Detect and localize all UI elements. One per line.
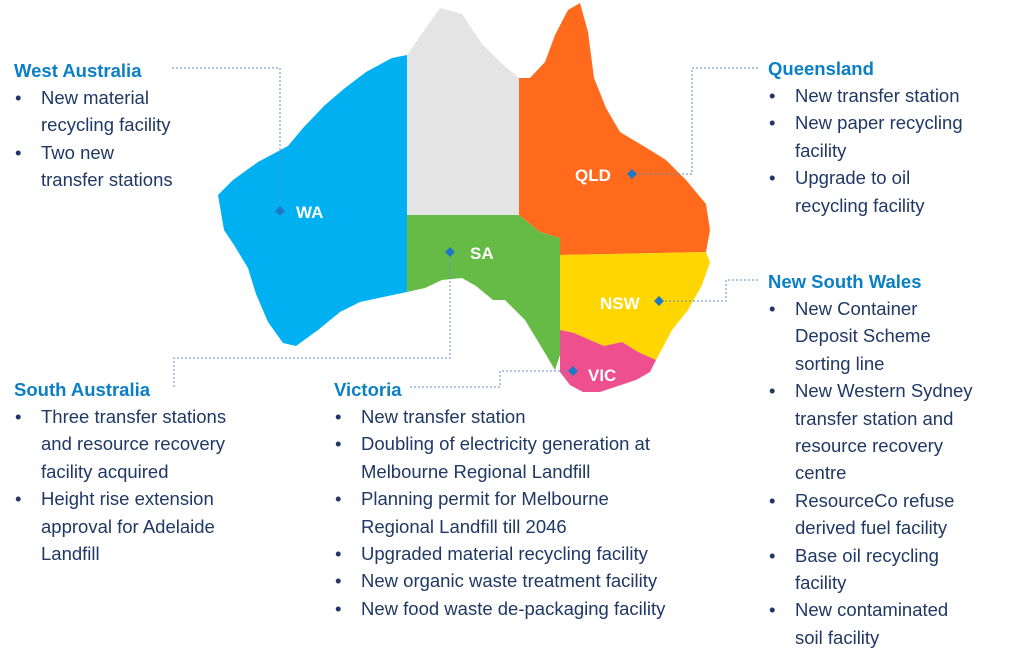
- list-item-line: New transfer station: [361, 406, 526, 427]
- queensland-title: Queensland: [768, 58, 874, 79]
- nsw-leader-line: [659, 279, 758, 302]
- list-item: New transfer station: [334, 403, 665, 431]
- list-item: Three transfer stations and resource reco…: [14, 403, 226, 485]
- list-item: New contaminated soil facility: [768, 596, 973, 651]
- victoria-title: Victoria: [334, 379, 402, 400]
- list-item: Doubling of electricity generation at Mel…: [334, 430, 665, 485]
- list-item-line: Upgraded material recycling facility: [361, 543, 648, 565]
- list-item-line: Two new: [41, 141, 115, 163]
- list-item-line: New food waste de-packaging facility: [361, 597, 666, 619]
- nsw-marker: [654, 296, 664, 306]
- list-item-line: facility: [795, 139, 847, 161]
- sa-state-label: SA: [470, 244, 494, 263]
- qld-leader-line: [632, 67, 758, 175]
- list-item-line: recycling facility: [795, 194, 925, 216]
- qld-state-label: QLD: [575, 166, 611, 185]
- list-item: New Container Deposit Scheme sorting line: [768, 295, 973, 377]
- west-australia-list: New material recycling facility Two new tra…: [14, 84, 173, 194]
- list-item-line: Base oil recycling: [795, 544, 939, 566]
- south-australia-list: Three transfer stations and resource reco…: [14, 403, 226, 567]
- list-item-line: recycling facility: [41, 114, 171, 136]
- qld-marker: [627, 169, 637, 179]
- list-item-line: and resource recovery: [41, 433, 226, 455]
- list-item: Upgraded material recycling facility: [334, 540, 665, 568]
- victoria-region: [560, 330, 656, 392]
- list-item-line: Three transfer stations: [41, 406, 227, 427]
- sa-leader-line: [173, 252, 451, 387]
- west-australia-title: West Australia: [14, 60, 142, 81]
- victoria-list: New transfer station Doubling of electric…: [334, 403, 666, 623]
- list-item-line: centre: [795, 462, 847, 484]
- list-item-line: derived fuel facility: [795, 517, 948, 539]
- south-australia-region: [407, 215, 560, 370]
- new-south-wales-title: New South Wales: [768, 271, 922, 292]
- list-item: ResourceCo refuse derived fuel facility: [768, 487, 973, 542]
- list-item: Height rise extension approval for Adelai…: [14, 485, 226, 567]
- list-item-line: approval for Adelaide: [41, 515, 215, 537]
- list-item-line: New material: [41, 87, 149, 108]
- list-item: New food waste de-packaging facility: [334, 595, 666, 623]
- sa-marker: [445, 247, 455, 257]
- vic-state-label: VIC: [588, 366, 616, 385]
- list-item: Upgrade to oil recycling facility: [768, 164, 963, 219]
- wa-leader-line: [172, 67, 281, 211]
- west-australia-section: West Australia New material recycling fac…: [14, 58, 173, 194]
- list-item-line: transfer stations: [41, 169, 173, 191]
- nsw-state-label: NSW: [600, 294, 641, 313]
- list-item: Two new transfer stations: [14, 139, 173, 194]
- list-item-line: New contaminated: [795, 599, 949, 621]
- queensland-region: [519, 3, 710, 255]
- western-australia-region: [218, 55, 407, 346]
- new-south-wales-region: [560, 252, 710, 360]
- list-item-line: ResourceCo refuse: [795, 489, 955, 511]
- new-south-wales-section: New South Wales New Container Deposit Sch…: [768, 269, 973, 651]
- vic-leader-line: [410, 370, 573, 388]
- vic-marker: [568, 366, 578, 376]
- list-item-line: New Western Sydney: [795, 380, 973, 402]
- list-item-line: Melbourne Regional Landfill: [361, 460, 591, 482]
- list-item: New paper recycling facility: [768, 109, 963, 164]
- list-item-line: facility: [795, 572, 847, 594]
- wa-marker: [275, 206, 285, 216]
- list-item-line: New transfer station: [795, 85, 960, 106]
- victoria-section: Victoria New transfer station Doubling of…: [334, 377, 666, 623]
- south-australia-section: South Australia Three transfer stations a…: [14, 377, 226, 567]
- list-item: New material recycling facility: [14, 84, 173, 139]
- list-item-line: resource recovery: [795, 435, 944, 457]
- list-item-line: New Container: [795, 298, 918, 319]
- list-item: New transfer station: [768, 82, 963, 110]
- list-item-line: sorting line: [795, 352, 885, 374]
- list-item-line: Deposit Scheme: [795, 325, 931, 347]
- list-item-line: soil facility: [795, 626, 880, 648]
- list-item: New Western Sydney transfer station and re…: [768, 377, 973, 487]
- list-item-line: New organic waste treatment facility: [361, 570, 658, 592]
- list-item: New organic waste treatment facility: [334, 567, 665, 595]
- south-australia-title: South Australia: [14, 379, 151, 400]
- queensland-section: Queensland New transfer station New paper…: [768, 56, 963, 219]
- list-item-line: Upgrade to oil: [795, 167, 911, 189]
- list-item-line: Regional Landfill till 2046: [361, 515, 567, 537]
- list-item-line: Planning permit for Melbourne: [361, 488, 609, 510]
- list-item-line: Doubling of electricity generation at: [361, 433, 650, 455]
- list-item-line: facility acquired: [41, 460, 169, 482]
- list-item-line: Landfill: [41, 543, 100, 565]
- list-item: Base oil recycling facility: [768, 542, 973, 597]
- queensland-list: New transfer station New paper recycling f…: [768, 82, 963, 219]
- wa-state-label: WA: [296, 203, 323, 222]
- list-item-line: Height rise extension: [41, 488, 214, 510]
- list-item: Planning permit for Melbourne Regional La…: [334, 485, 665, 540]
- northern-territory-region: [407, 8, 519, 215]
- list-item-line: New paper recycling: [795, 112, 963, 134]
- list-item-line: transfer station and: [795, 407, 954, 429]
